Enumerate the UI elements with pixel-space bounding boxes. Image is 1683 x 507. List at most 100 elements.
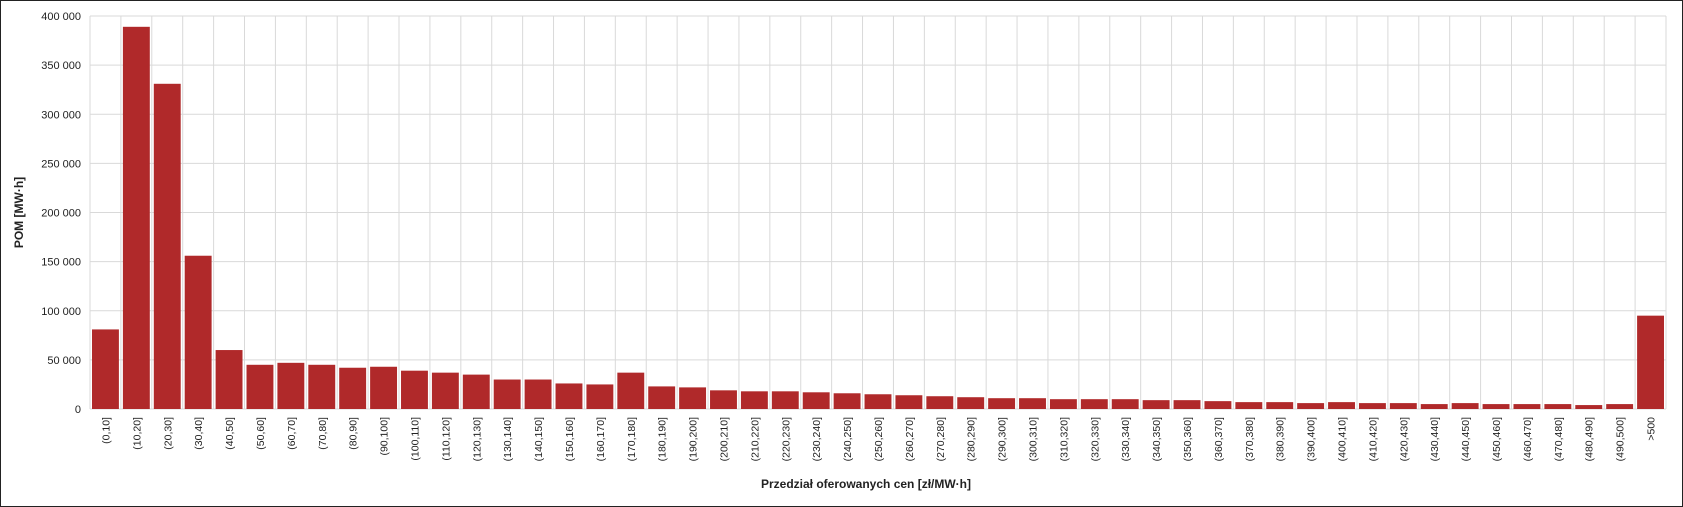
bar xyxy=(957,397,985,409)
bar xyxy=(1389,403,1417,409)
x-tick-label: (40,50] xyxy=(224,417,236,450)
x-tick-label: (50,60] xyxy=(255,417,267,450)
bar xyxy=(679,387,707,409)
y-tick-label: 350 000 xyxy=(41,60,81,72)
bar xyxy=(524,379,552,409)
x-tick-label: (320,330] xyxy=(1089,417,1101,461)
y-tick-labels: 0 50 000 100 000 150 000 200 000 250 000 300 0… xyxy=(41,11,81,416)
y-tick-label: 150 000 xyxy=(41,257,81,269)
y-tick-label: 0 xyxy=(75,404,81,416)
bar xyxy=(1328,402,1355,409)
x-tick-label: (220,230] xyxy=(780,417,792,461)
bar xyxy=(895,395,923,409)
bar xyxy=(246,364,274,409)
x-tick-label: (190,200] xyxy=(688,417,700,461)
x-tick-label: (60,70] xyxy=(286,417,298,450)
x-tick-label: (250,260] xyxy=(873,417,885,461)
x-tick-label: (420,430] xyxy=(1398,417,1410,461)
x-tick-label: (170,180] xyxy=(626,417,638,461)
bar xyxy=(1019,398,1046,409)
x-tick-label: >500 xyxy=(1646,417,1658,441)
x-axis-title: Przedział oferowanych cen [zł/MW·h] xyxy=(761,477,971,491)
x-tick-label: (360,370] xyxy=(1213,417,1225,461)
x-tick-label: (0,10] xyxy=(100,417,112,444)
bar xyxy=(648,386,676,409)
x-tick-label: (290,300] xyxy=(997,417,1009,461)
bar xyxy=(1637,315,1664,409)
x-tick-label: (340,350] xyxy=(1151,417,1163,461)
x-tick-label: (70,80] xyxy=(317,417,329,450)
grid-lines xyxy=(89,15,1667,410)
x-tick-label: (90,100] xyxy=(379,417,391,456)
x-tick-label: (370,380] xyxy=(1244,417,1256,461)
y-tick-label: 100 000 xyxy=(41,306,81,318)
x-tick-label: (210,220] xyxy=(749,417,761,461)
x-tick-label: (130,140] xyxy=(502,417,514,461)
y-axis-title: POM [MW·h] xyxy=(12,177,26,248)
bar xyxy=(802,392,830,409)
x-tick-label: (450,460] xyxy=(1491,417,1503,461)
bar xyxy=(462,374,490,409)
bar xyxy=(740,391,768,409)
x-tick-label: (150,160] xyxy=(564,417,576,461)
x-tick-label: (490,500] xyxy=(1615,417,1627,461)
bar xyxy=(833,393,861,409)
x-tick-label: (270,280] xyxy=(935,417,947,461)
y-tick-label: 300 000 xyxy=(41,109,81,121)
bar xyxy=(1482,404,1510,409)
x-tick-label: (460,470] xyxy=(1522,417,1534,461)
bar xyxy=(1235,402,1263,409)
bar xyxy=(1173,400,1201,409)
bar xyxy=(184,255,212,409)
x-tick-label: (390,400] xyxy=(1306,417,1318,461)
x-tick-label: (470,480] xyxy=(1553,417,1565,461)
x-tick-label: (230,240] xyxy=(811,417,823,461)
bar xyxy=(122,26,150,410)
bar xyxy=(1266,402,1294,409)
bar xyxy=(308,364,336,409)
bar xyxy=(1297,403,1325,409)
x-tick-label: (10,20] xyxy=(131,417,143,450)
x-tick-label: (310,320] xyxy=(1058,417,1070,461)
x-tick-label: (110,120] xyxy=(440,417,452,461)
x-tick-label: (80,90] xyxy=(348,417,360,450)
y-tick-label: 50 000 xyxy=(47,355,81,367)
x-tick-label: (330,340] xyxy=(1120,417,1132,461)
x-tick-label: (120,130] xyxy=(471,417,483,461)
y-tick-label: 200 000 xyxy=(41,208,81,220)
x-tick-label: (480,490] xyxy=(1584,417,1596,461)
x-tick-label: (140,150] xyxy=(533,417,545,461)
x-tick-labels: (0,10] (10,20] (20,30] (30,40] (40,50] (50,60… xyxy=(100,417,1657,462)
bar xyxy=(153,83,181,409)
x-tick-label: (20,30] xyxy=(162,417,174,450)
bar xyxy=(1606,404,1634,409)
bar xyxy=(1544,404,1572,409)
x-tick-label: (200,210] xyxy=(718,417,730,461)
bar xyxy=(1513,404,1541,409)
bar xyxy=(493,379,521,409)
bar xyxy=(370,366,398,409)
bar xyxy=(617,372,645,409)
x-tick-label: (260,270] xyxy=(904,417,916,461)
bar xyxy=(1451,403,1479,409)
x-tick-label: (240,250] xyxy=(842,417,854,461)
bar xyxy=(771,391,799,409)
bar xyxy=(555,383,583,409)
bar xyxy=(586,384,614,409)
bar xyxy=(339,367,367,409)
bars-group xyxy=(92,26,1664,410)
x-tick-label: (380,390] xyxy=(1275,417,1287,461)
bar xyxy=(1049,399,1077,409)
x-tick-label: (350,360] xyxy=(1182,417,1194,461)
x-tick-label: (100,110] xyxy=(409,417,421,461)
bar xyxy=(431,372,459,409)
x-tick-label: (30,40] xyxy=(193,417,205,450)
x-tick-label: (280,290] xyxy=(966,417,978,461)
bar xyxy=(1204,401,1232,409)
x-tick-label: (160,170] xyxy=(595,417,607,461)
x-tick-label: (410,420] xyxy=(1367,417,1379,461)
bar xyxy=(1111,399,1139,409)
x-tick-label: (440,450] xyxy=(1460,417,1472,461)
